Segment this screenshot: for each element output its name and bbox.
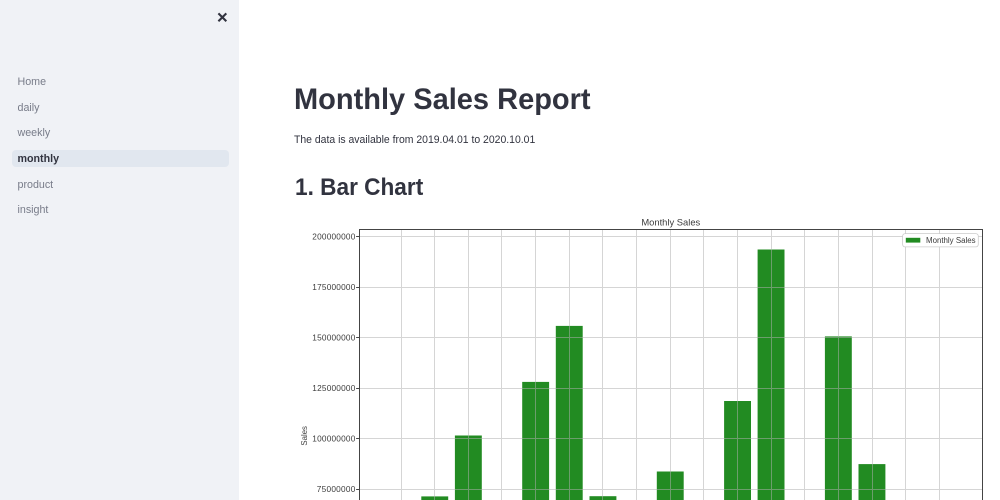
svg-text:Monthly Sales: Monthly Sales (926, 236, 976, 245)
svg-text:200000000: 200000000 (312, 232, 355, 241)
svg-text:150000000: 150000000 (312, 334, 355, 343)
svg-text:Monthly Sales: Monthly Sales (641, 217, 700, 228)
svg-text:175000000: 175000000 (312, 283, 355, 292)
svg-text:125000000: 125000000 (312, 384, 355, 393)
svg-text:100000000: 100000000 (312, 435, 355, 444)
svg-text:75000000: 75000000 (317, 485, 356, 494)
svg-text:Sales: Sales (300, 426, 309, 446)
